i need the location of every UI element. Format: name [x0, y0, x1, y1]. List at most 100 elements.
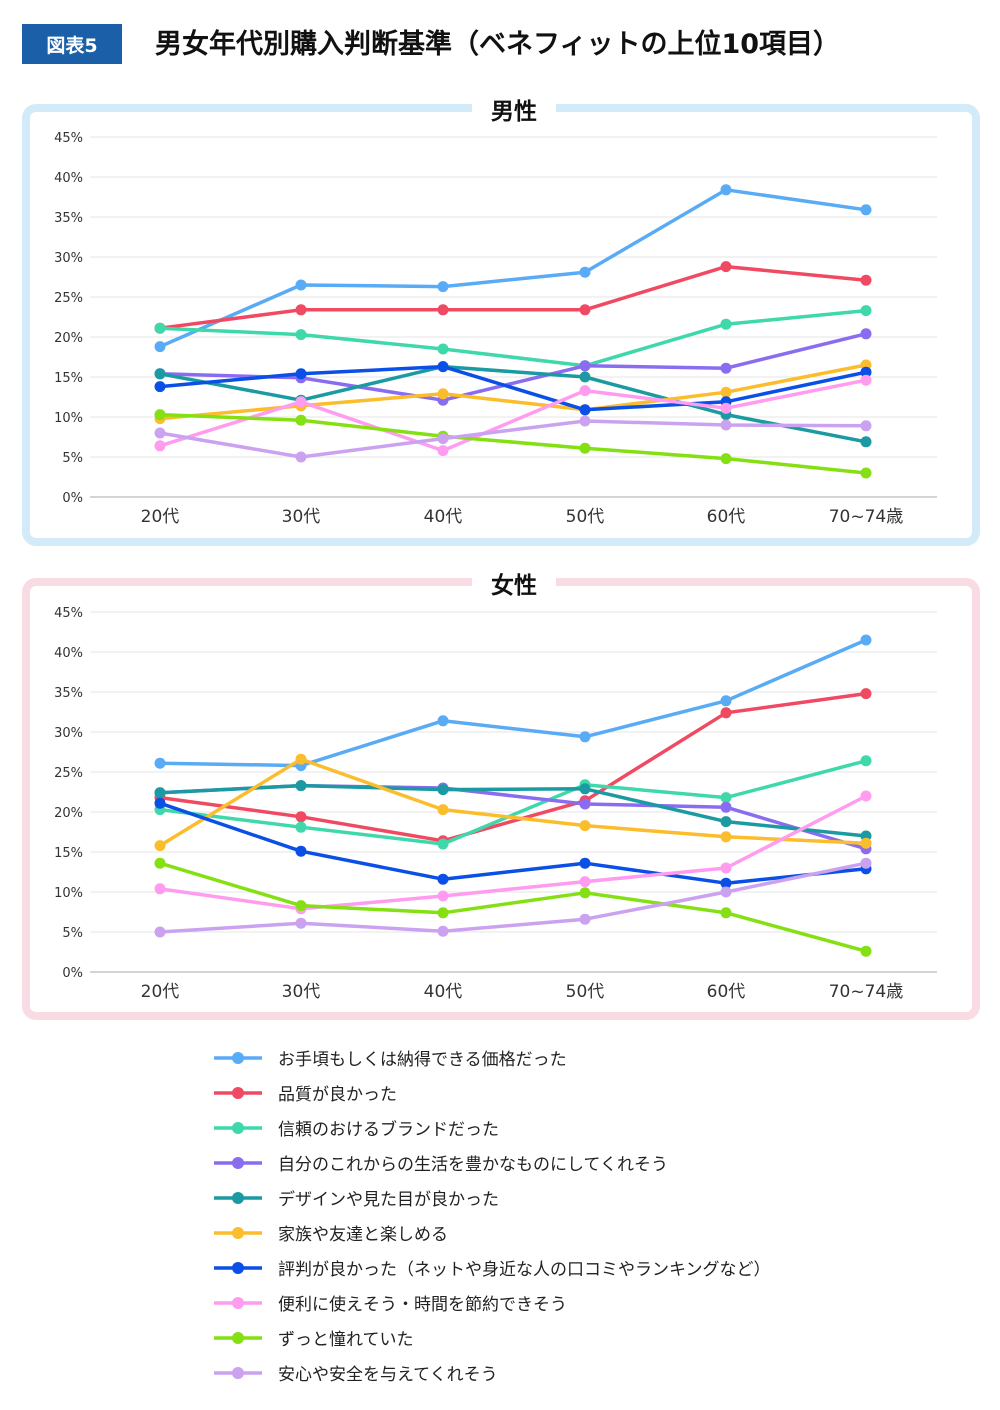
data-point: [154, 409, 166, 421]
x-tick-label: 50代: [566, 982, 605, 1002]
series-line: [159, 861, 867, 953]
data-point: [154, 926, 166, 938]
series-0: [154, 184, 872, 353]
series-6: [154, 361, 872, 416]
data-point: [579, 731, 591, 743]
y-tick-label: 40%: [54, 171, 83, 186]
legend-item: 便利に使えそう・時間を節約できそう: [212, 1285, 771, 1320]
data-point: [437, 890, 449, 902]
legend-swatch: [214, 1296, 262, 1309]
x-tick-label: 40代: [424, 507, 463, 527]
legend-label: 自分のこれからの生活を豊かなものにしてくれそう: [278, 1155, 668, 1175]
data-point: [579, 385, 591, 397]
data-point: [437, 304, 449, 316]
data-point: [860, 274, 872, 286]
series-line: [159, 757, 867, 848]
legend-label: 信頼のおけるブランドだった: [278, 1120, 499, 1140]
series-line: [159, 364, 867, 412]
legend-label: お手頃もしくは納得できる価格だった: [278, 1050, 567, 1070]
series-0: [154, 634, 872, 772]
legend-label: 品質が良かった: [278, 1085, 397, 1105]
data-point: [579, 304, 591, 316]
female-chart-title: 女性: [472, 566, 556, 600]
data-point: [437, 433, 449, 445]
x-tick-label: 30代: [282, 507, 321, 527]
legend-label: デザインや見た目が良かった: [278, 1190, 499, 1210]
data-point: [720, 877, 732, 889]
data-point: [437, 388, 449, 400]
series-8: [154, 857, 872, 957]
data-point: [295, 414, 307, 426]
data-point: [579, 798, 591, 810]
x-tick-label: 40代: [424, 982, 463, 1002]
legend-item: 自分のこれからの生活を豊かなものにしてくれそう: [212, 1145, 771, 1180]
data-point: [437, 343, 449, 355]
series-line: [159, 638, 867, 768]
data-point: [579, 360, 591, 372]
data-point: [579, 442, 591, 454]
data-point: [154, 787, 166, 799]
data-point: [295, 279, 307, 291]
series-1: [154, 261, 872, 334]
legend: お手頃もしくは納得できる価格だった 品質が良かった信頼のおけるブランドだった自分の…: [212, 1040, 771, 1390]
series-9: [154, 857, 872, 938]
data-point: [295, 845, 307, 857]
series-line: [159, 188, 867, 349]
legend-label: ずっと憧れていた: [278, 1330, 414, 1350]
data-point: [437, 838, 449, 850]
data-point: [720, 707, 732, 719]
legend-swatch: [214, 1366, 262, 1379]
x-tick-label: 70~74歳: [829, 982, 904, 1002]
data-point: [154, 797, 166, 809]
data-point: [154, 757, 166, 769]
data-point: [720, 886, 732, 898]
data-point: [437, 445, 449, 457]
data-point: [860, 688, 872, 700]
data-point: [437, 281, 449, 293]
series-line: [159, 412, 867, 475]
data-point: [579, 404, 591, 416]
data-point: [720, 907, 732, 919]
figure-badge: 図表5: [22, 24, 122, 64]
legend-item: 安心や安全を与えてくれそう: [212, 1355, 771, 1390]
page-title: 男女年代別購入判断基準（ベネフィットの上位10項目）: [155, 29, 841, 60]
legend-swatch: [214, 1121, 262, 1134]
data-point: [860, 374, 872, 386]
series-1: [154, 688, 872, 847]
data-point: [720, 419, 732, 431]
data-point: [295, 821, 307, 833]
data-point: [579, 887, 591, 899]
data-point: [720, 402, 732, 414]
data-point: [154, 368, 166, 380]
data-point: [720, 695, 732, 707]
series-line: [159, 691, 867, 843]
y-tick-label: 35%: [54, 686, 83, 701]
y-tick-label: 0%: [62, 491, 83, 506]
data-point: [154, 427, 166, 439]
data-point: [860, 436, 872, 448]
series-line: [159, 332, 867, 402]
legend-label: 便利に使えそう・時間を節約できそう: [278, 1295, 567, 1315]
data-point: [154, 381, 166, 393]
series-line: [159, 378, 867, 453]
data-point: [860, 204, 872, 216]
data-point: [860, 755, 872, 767]
series-4: [154, 361, 872, 448]
series-line: [159, 861, 867, 934]
data-point: [860, 790, 872, 802]
y-tick-label: 0%: [62, 966, 83, 981]
legend-swatch: [214, 1261, 262, 1274]
series-2: [154, 305, 872, 372]
series-5: [154, 753, 872, 852]
data-point: [154, 341, 166, 353]
y-tick-label: 45%: [54, 606, 83, 621]
data-point: [154, 840, 166, 852]
legend-swatch: [214, 1086, 262, 1099]
data-point: [579, 820, 591, 832]
data-point: [579, 876, 591, 888]
y-tick-label: 45%: [54, 131, 83, 146]
legend-swatch: [214, 1331, 262, 1344]
data-point: [720, 453, 732, 465]
legend-swatch: [214, 1226, 262, 1239]
male-chart-title: 男性: [472, 92, 556, 126]
